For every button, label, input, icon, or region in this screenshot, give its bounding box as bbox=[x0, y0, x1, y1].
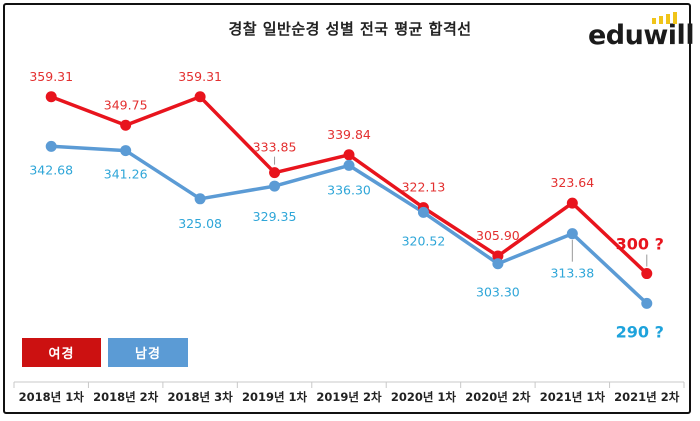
x-tick-label: 2018년 3차 bbox=[168, 390, 234, 404]
data-label-female: 323.64 bbox=[550, 175, 594, 190]
eduwill-logo: eduwill bbox=[588, 20, 695, 51]
data-point-female bbox=[269, 167, 281, 179]
data-point-male bbox=[492, 258, 504, 270]
data-point-male bbox=[343, 159, 355, 171]
data-label-female: 349.75 bbox=[104, 97, 148, 112]
data-label-male: 320.52 bbox=[402, 233, 446, 248]
data-label-male: 336.30 bbox=[327, 182, 371, 197]
data-point-male bbox=[45, 140, 57, 152]
data-label-male: 325.08 bbox=[178, 216, 222, 231]
x-tick-label: 2019년 2차 bbox=[316, 390, 382, 404]
data-point-male bbox=[641, 297, 653, 309]
data-point-male bbox=[566, 228, 578, 240]
data-point-male bbox=[417, 206, 429, 218]
legend-male-label: 남경 bbox=[135, 347, 161, 362]
legend-male: 남경 bbox=[108, 338, 188, 367]
data-point-female bbox=[194, 91, 206, 103]
data-label-male: 342.68 bbox=[29, 162, 73, 177]
data-point-male bbox=[269, 180, 281, 192]
x-tick-label: 2021년 2차 bbox=[614, 390, 680, 404]
data-label-female: 305.90 bbox=[476, 228, 520, 243]
legend-female-label: 여경 bbox=[48, 347, 75, 362]
data-label-female: 359.31 bbox=[29, 69, 73, 84]
data-point-female bbox=[45, 91, 57, 103]
data-point-male bbox=[194, 193, 206, 205]
logo-text: eduwill bbox=[588, 20, 695, 51]
data-point-female bbox=[120, 119, 132, 131]
x-tick-label: 2018년 1차 bbox=[19, 390, 85, 404]
x-tick-label: 2018년 2차 bbox=[93, 390, 159, 404]
x-tick-label: 2019년 1차 bbox=[242, 390, 308, 404]
data-label-male: 290 ? bbox=[616, 322, 664, 341]
data-label-female: 300 ? bbox=[616, 235, 664, 254]
x-tick-label: 2021년 1차 bbox=[540, 390, 606, 404]
data-label-female: 333.85 bbox=[253, 140, 297, 155]
data-point-female bbox=[566, 197, 578, 209]
x-tick-label: 2020년 2차 bbox=[465, 390, 531, 404]
data-label-male: 303.30 bbox=[476, 285, 520, 300]
chart-title: 경찰 일반순경 성별 전국 평균 합격선 bbox=[228, 20, 472, 38]
data-label-female: 339.84 bbox=[327, 127, 371, 142]
data-point-female bbox=[641, 268, 653, 280]
x-tick-label: 2020년 1차 bbox=[391, 390, 457, 404]
data-label-male: 329.35 bbox=[253, 209, 297, 224]
logo-accent-icon bbox=[652, 12, 677, 24]
data-label-female: 359.31 bbox=[178, 69, 222, 84]
data-label-female: 322.13 bbox=[402, 180, 446, 195]
data-point-female bbox=[492, 250, 504, 262]
data-label-male: 341.26 bbox=[104, 167, 148, 182]
data-point-male bbox=[120, 145, 132, 157]
legend-female: 여경 bbox=[22, 338, 101, 367]
data-point-female bbox=[343, 149, 355, 161]
data-label-male: 313.38 bbox=[550, 266, 594, 281]
